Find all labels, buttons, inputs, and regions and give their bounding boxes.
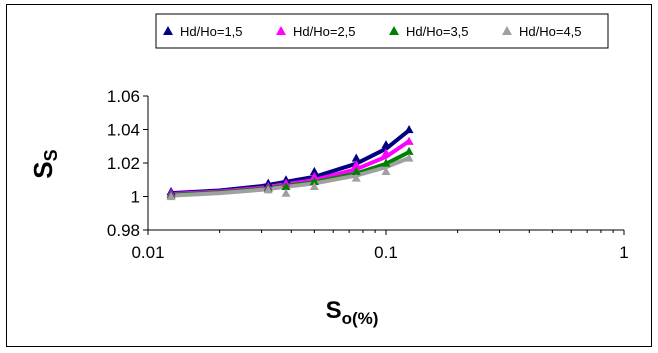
data-point-series-4 xyxy=(281,188,291,197)
x-axis-label: So(%) xyxy=(326,297,379,328)
legend-marker xyxy=(276,26,286,35)
x-tick-label: 1 xyxy=(619,243,628,262)
data-point-series-4 xyxy=(404,153,414,162)
x-axis-label-main: S xyxy=(326,297,342,324)
data-point-series-4 xyxy=(166,192,176,201)
data-point-series-2 xyxy=(351,160,361,169)
legend: Hd/Ho=1,5 Hd/Ho=2,5 Hd/Ho=3,5 Hd/Ho=4,5 xyxy=(155,13,609,49)
data-point-series-3 xyxy=(281,181,291,191)
chart-marks xyxy=(166,125,414,201)
legend-marker xyxy=(389,26,399,35)
trend-line-series-3 xyxy=(170,150,410,197)
data-point-series-1 xyxy=(309,166,319,175)
axes: 0.98 1 1.02 1.04 1.06 0.01 0.1 1 xyxy=(107,87,629,262)
data-point-series-4 xyxy=(263,185,273,194)
y-tick-label: 1.06 xyxy=(107,87,140,106)
y-axis-label: SS xyxy=(28,149,61,178)
legend-entry-label: Hd/Ho=2,5 xyxy=(293,24,356,39)
data-point-series-2 xyxy=(404,136,414,145)
legend-marker xyxy=(163,26,173,35)
y-axis-label-sub: S xyxy=(41,149,61,161)
legend-entry-label: Hd/Ho=1,5 xyxy=(180,24,243,39)
y-tick-label: 1.02 xyxy=(107,154,140,173)
data-point-series-4 xyxy=(351,173,361,182)
y-tick-label: 0.98 xyxy=(107,221,140,240)
data-point-series-3 xyxy=(381,158,391,167)
data-point-series-1 xyxy=(404,125,414,134)
legend-entry-label: Hd/Ho=3,5 xyxy=(406,24,469,39)
data-point-series-4 xyxy=(309,181,319,191)
x-tick-label: 0.01 xyxy=(131,243,164,262)
data-point-series-3 xyxy=(309,176,319,186)
x-tick-label: 0.1 xyxy=(374,243,398,262)
data-point-series-3 xyxy=(351,166,361,175)
data-point-series-1 xyxy=(351,153,361,162)
y-tick-label: 1 xyxy=(131,188,140,207)
x-axis-label-sub: o(%) xyxy=(342,309,379,328)
data-point-series-2 xyxy=(309,171,319,180)
legend-entry-label: Hd/Ho=4,5 xyxy=(519,24,582,39)
legend-box xyxy=(155,13,609,49)
data-point-series-1 xyxy=(381,140,391,149)
y-axis-label-main: S xyxy=(28,161,58,178)
data-point-series-2 xyxy=(381,148,391,157)
y-tick-label: 1.04 xyxy=(107,121,140,140)
data-point-series-3 xyxy=(404,146,414,155)
data-point-series-4 xyxy=(381,166,391,175)
legend-marker xyxy=(502,26,512,35)
